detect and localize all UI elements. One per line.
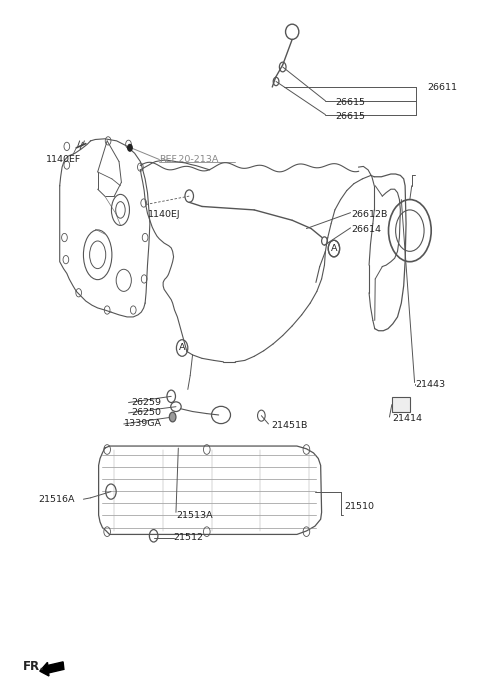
FancyArrow shape: [40, 662, 64, 676]
Text: 21414: 21414: [392, 414, 422, 423]
Text: 26612B: 26612B: [351, 209, 388, 219]
Text: A: A: [331, 244, 337, 253]
Text: 1140EF: 1140EF: [46, 155, 81, 164]
Text: 26614: 26614: [351, 225, 382, 234]
Text: A: A: [179, 344, 185, 352]
Text: 21513A: 21513A: [176, 511, 213, 520]
Text: 26259: 26259: [131, 398, 161, 407]
Circle shape: [169, 412, 176, 422]
Text: 21512: 21512: [174, 533, 204, 542]
Text: 26615: 26615: [335, 111, 365, 120]
Text: 21451B: 21451B: [271, 421, 307, 430]
Text: 21510: 21510: [344, 502, 374, 511]
Text: FR.: FR.: [23, 661, 45, 674]
Text: 26615: 26615: [335, 97, 365, 106]
Text: 1140EJ: 1140EJ: [147, 209, 180, 219]
FancyBboxPatch shape: [392, 397, 410, 412]
Text: 26250: 26250: [131, 409, 161, 418]
Circle shape: [128, 144, 132, 151]
Text: 21443: 21443: [416, 380, 445, 389]
Text: 1339GA: 1339GA: [124, 420, 162, 429]
Text: REF.20-213A: REF.20-213A: [159, 155, 219, 164]
Text: 26611: 26611: [427, 83, 457, 91]
Text: 21516A: 21516A: [38, 495, 75, 504]
